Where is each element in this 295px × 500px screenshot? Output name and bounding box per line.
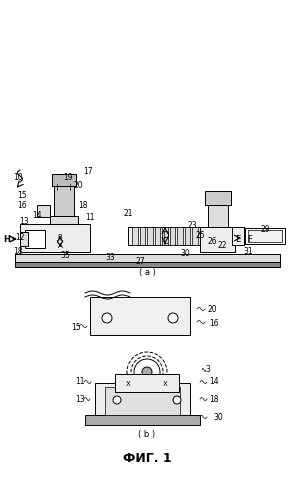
Bar bbox=[184, 227, 190, 245]
Bar bbox=[50, 216, 78, 224]
Bar bbox=[20, 224, 90, 252]
Text: X: X bbox=[163, 381, 167, 387]
Bar bbox=[205, 191, 231, 205]
Bar bbox=[192, 227, 197, 245]
Text: 16: 16 bbox=[17, 200, 27, 209]
Text: 30: 30 bbox=[213, 414, 223, 422]
Circle shape bbox=[142, 367, 152, 377]
Bar bbox=[140, 227, 145, 245]
Bar bbox=[147, 227, 153, 245]
Bar bbox=[248, 230, 282, 242]
Text: 11: 11 bbox=[85, 214, 95, 222]
Bar bbox=[132, 227, 137, 245]
Text: 25: 25 bbox=[195, 230, 205, 239]
Text: 12: 12 bbox=[15, 232, 25, 241]
Text: 15: 15 bbox=[71, 322, 81, 332]
Text: 26: 26 bbox=[207, 236, 217, 246]
Text: ( b ): ( b ) bbox=[138, 430, 155, 440]
Text: 33: 33 bbox=[105, 254, 115, 262]
Circle shape bbox=[113, 396, 121, 404]
Bar bbox=[15, 262, 280, 267]
Text: A: A bbox=[58, 243, 62, 249]
Text: D: D bbox=[162, 230, 168, 239]
Bar bbox=[177, 227, 183, 245]
Text: 10: 10 bbox=[13, 174, 23, 182]
Circle shape bbox=[134, 359, 160, 385]
Text: F: F bbox=[248, 236, 253, 244]
Text: 19: 19 bbox=[63, 174, 73, 182]
Circle shape bbox=[102, 313, 112, 323]
Bar bbox=[54, 186, 74, 216]
Bar bbox=[52, 174, 76, 186]
Text: 13: 13 bbox=[19, 216, 29, 226]
Text: 22: 22 bbox=[217, 242, 227, 250]
Bar bbox=[232, 227, 244, 245]
Text: 30: 30 bbox=[180, 248, 190, 258]
Text: 13: 13 bbox=[75, 394, 85, 404]
Text: 3: 3 bbox=[206, 366, 210, 374]
Text: 16: 16 bbox=[209, 318, 219, 328]
Text: 18: 18 bbox=[78, 202, 88, 210]
Text: X: X bbox=[126, 381, 130, 387]
Bar bbox=[37, 205, 50, 217]
Bar bbox=[15, 254, 280, 262]
Text: B: B bbox=[58, 234, 62, 240]
Text: ( a ): ( a ) bbox=[139, 268, 155, 276]
Text: ФИГ. 1: ФИГ. 1 bbox=[123, 452, 171, 464]
Bar bbox=[85, 415, 200, 425]
Text: 15: 15 bbox=[17, 190, 27, 200]
Circle shape bbox=[173, 396, 181, 404]
Bar bbox=[105, 387, 180, 415]
Bar bbox=[208, 205, 228, 227]
Bar bbox=[200, 227, 235, 252]
Text: E: E bbox=[235, 236, 241, 244]
Bar bbox=[170, 227, 175, 245]
Bar bbox=[20, 232, 28, 246]
Bar bbox=[128, 227, 203, 245]
Bar bbox=[90, 297, 190, 335]
Bar bbox=[155, 227, 160, 245]
Text: 18: 18 bbox=[13, 248, 23, 256]
Bar bbox=[245, 228, 285, 244]
Text: 14: 14 bbox=[209, 378, 219, 386]
Bar bbox=[162, 227, 168, 245]
Text: 14: 14 bbox=[32, 210, 42, 220]
Bar bbox=[115, 374, 179, 392]
Bar bbox=[95, 383, 190, 415]
Text: 20: 20 bbox=[73, 180, 83, 190]
Text: 31: 31 bbox=[243, 248, 253, 256]
Text: 20: 20 bbox=[207, 304, 217, 314]
Text: 23: 23 bbox=[187, 222, 197, 230]
Text: H: H bbox=[4, 234, 10, 244]
Text: 35: 35 bbox=[60, 250, 70, 260]
Text: 18: 18 bbox=[209, 394, 219, 404]
Text: 29: 29 bbox=[260, 224, 270, 234]
Text: 21: 21 bbox=[123, 210, 133, 218]
Text: C: C bbox=[162, 238, 168, 246]
Bar bbox=[25, 230, 45, 248]
Text: 11: 11 bbox=[75, 378, 85, 386]
Circle shape bbox=[168, 313, 178, 323]
Text: 27: 27 bbox=[135, 256, 145, 266]
Text: 17: 17 bbox=[83, 168, 93, 176]
